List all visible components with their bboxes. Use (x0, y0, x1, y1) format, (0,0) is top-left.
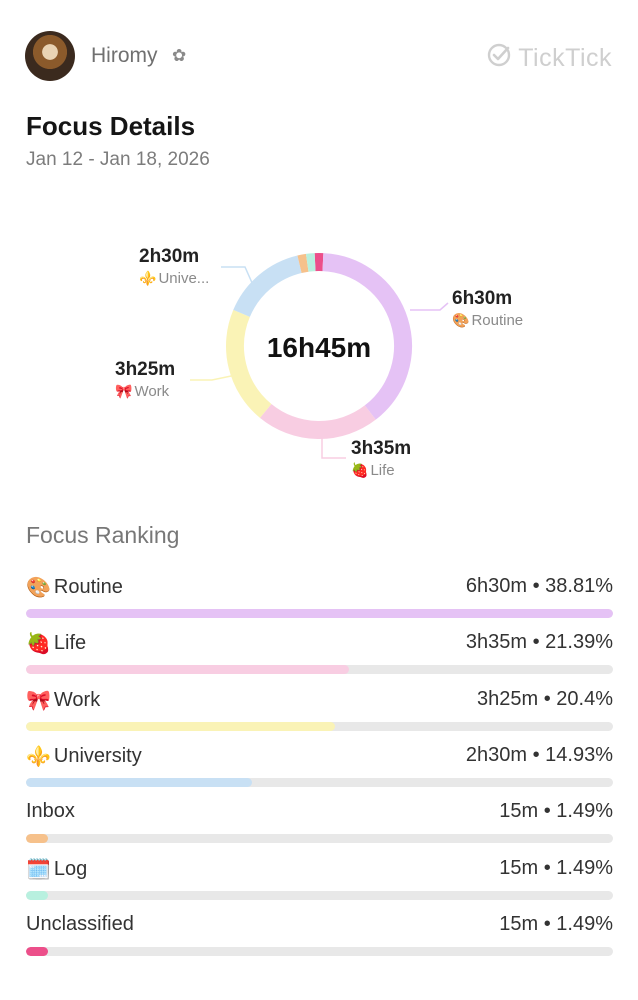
progress-fill (26, 891, 49, 900)
callout-time: 3h25m (115, 359, 176, 380)
calendar-icon: 🗓️ (26, 859, 51, 881)
donut-slice-life[interactable] (259, 403, 376, 439)
fleur-de-lis-icon: ⚜️ (26, 746, 51, 768)
progress-track (26, 609, 613, 618)
ranking-item-life[interactable]: 🍓 Life 3h35m • 21.39% (26, 631, 613, 687)
palette-icon: 🎨 (26, 577, 51, 599)
flower-icon: ✿ (172, 46, 187, 65)
strawberry-icon: 🍓 (26, 633, 51, 655)
ranking-item-university[interactable]: ⚜️ University 2h30m • 14.93% (26, 744, 613, 800)
ranking-item-label: Life (53, 632, 87, 654)
avatar[interactable] (25, 31, 75, 81)
callout-routine: 6h30m 🎨 Routine (452, 288, 523, 329)
callout-work: 3h25m 🎀 Work (115, 359, 175, 400)
ranking-item-label: University (53, 745, 142, 767)
donut-slice-university[interactable] (233, 255, 302, 318)
brand-name: TickTick (518, 44, 612, 72)
ranking-item-log[interactable]: 🗓️ Log 15m • 1.49% (26, 857, 613, 913)
ranking-title: Focus Ranking (26, 522, 180, 548)
ranking-item-value: 3h25m • 20.4% (477, 688, 613, 710)
ranking-item-value: 15m • 1.49% (499, 857, 613, 879)
ribbon-icon: 🎀 (115, 383, 133, 399)
ranking-item-unclassified[interactable]: Unclassified 15m • 1.49% (26, 913, 613, 969)
progress-fill (26, 778, 252, 787)
username[interactable]: Hiromy (91, 44, 158, 67)
ranking-item-value: 15m • 1.49% (499, 913, 613, 935)
progress-track (26, 778, 613, 787)
ranking-item-label: Unclassified (26, 913, 134, 935)
progress-track (26, 665, 613, 674)
ranking-item-value: 15m • 1.49% (499, 800, 613, 822)
callout-university: 2h30m ⚜️ Unive... (139, 246, 209, 287)
fleur-de-lis-icon: ⚜️ (139, 270, 157, 286)
ribbon-icon: 🎀 (26, 690, 51, 712)
progress-fill (26, 722, 335, 731)
callout-label: Routine (471, 312, 524, 329)
check-circle-icon (486, 42, 512, 75)
palette-icon: 🎨 (452, 312, 470, 328)
donut-slice-log[interactable] (305, 253, 316, 272)
donut-svg (190, 253, 449, 459)
ranking-item-inbox[interactable]: Inbox 15m • 1.49% (26, 800, 613, 856)
leader-line-life (321, 432, 346, 459)
progress-track (26, 834, 613, 843)
callout-time: 6h30m (452, 288, 513, 309)
ranking-item-label: Work (53, 689, 101, 711)
ranking-item-value: 6h30m • 38.81% (465, 575, 613, 597)
callout-label: Life (370, 462, 395, 479)
total-focus-time: 16h45m (266, 332, 372, 363)
leader-line-work (190, 374, 237, 381)
progress-track (26, 947, 613, 956)
callout-time: 2h30m (139, 246, 200, 267)
ranking-item-routine[interactable]: 🎨 Routine 6h30m • 38.81% (26, 575, 613, 631)
page-title: Focus Details (26, 111, 196, 141)
ranking-item-label: Log (53, 858, 88, 880)
progress-fill (26, 609, 613, 618)
ranking-item-label: Inbox (26, 800, 75, 822)
leader-line-routine (410, 302, 449, 311)
callout-time: 3h35m (351, 438, 412, 459)
progress-track (26, 891, 613, 900)
ranking-item-value: 3h35m • 21.39% (465, 631, 613, 653)
donut-slice-work[interactable] (226, 309, 272, 418)
focus-donut-chart: 16h45m 6h30m 🎨 Routine 3h35m 🍓 Life 3h25m … (0, 215, 638, 500)
leader-line-university (221, 266, 254, 286)
progress-fill (26, 834, 49, 843)
ranking-item-work[interactable]: 🎀 Work 3h25m • 20.4% (26, 688, 613, 744)
date-range[interactable]: Jan 12 - Jan 18, 2026 (26, 149, 210, 170)
profile-header: Hiromy ✿ TickTick (0, 0, 638, 110)
progress-fill (26, 665, 350, 674)
donut-slice-routine[interactable] (322, 253, 412, 420)
callout-life: 3h35m 🍓 Life (351, 438, 411, 479)
callout-label: Unive... (158, 270, 210, 287)
donut-slice-inbox[interactable] (297, 253, 309, 274)
progress-fill (26, 947, 49, 956)
strawberry-icon: 🍓 (351, 462, 369, 478)
ranking-item-label: Routine (53, 576, 123, 598)
ranking-item-value: 2h30m • 14.93% (465, 744, 613, 766)
progress-track (26, 722, 613, 731)
callout-label: Work (134, 383, 170, 400)
brand-logo: TickTick (486, 42, 612, 75)
